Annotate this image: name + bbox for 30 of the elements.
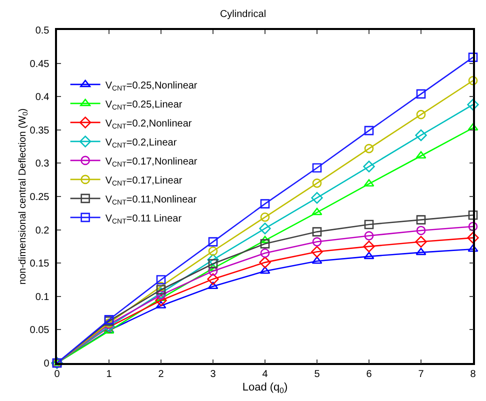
legend-label: V$_{CNT}$=0.25,Nonlinear xyxy=(105,80,198,92)
x-tick-label: 3 xyxy=(210,368,216,380)
x-tick-label: 5 xyxy=(314,368,320,380)
legend-label: V$_{CNT}$=0.2,Linear xyxy=(105,137,178,150)
y-tick-label: 0.4 xyxy=(35,92,50,104)
legend-label: V$_{CNT}$=0.11 Linear xyxy=(105,213,182,226)
x-axis-title: Load (q$_{0}$) xyxy=(242,381,288,395)
x-tick-label: 0 xyxy=(54,368,60,380)
legend-label: V$_{CNT}$=0.11,Nonlinear xyxy=(105,194,198,206)
y-tick-label: 0.3 xyxy=(35,158,50,170)
legend-label: V$_{CNT}$=0.17,Nonlinear xyxy=(105,156,198,168)
y-tick-label: 0.25 xyxy=(30,192,50,203)
legend-label: V$_{CNT}$=0.25,Linear xyxy=(105,99,183,112)
x-tick-label: 1 xyxy=(106,368,112,380)
y-tick-label: 0.1 xyxy=(35,292,50,303)
y-tick-label: 0.05 xyxy=(30,325,50,336)
x-tick-label: 2 xyxy=(158,368,164,380)
y-tick-label: 0.15 xyxy=(30,258,50,270)
x-tick-label: 8 xyxy=(470,368,476,380)
x-tick-label: 6 xyxy=(366,368,372,380)
x-tick-label: 7 xyxy=(418,368,424,380)
y-tick-label: 0.45 xyxy=(30,58,50,70)
chart-title: Cylindrical xyxy=(220,9,266,20)
y-tick-label: 0 xyxy=(44,358,50,370)
y-tick-label: 0.35 xyxy=(30,125,50,136)
legend-label: V$_{CNT}$=0.2,Nonlinear xyxy=(105,118,192,130)
y-tick-label: 0.2 xyxy=(35,225,50,236)
y-tick-label: 0.5 xyxy=(35,26,50,36)
x-tick-label: 4 xyxy=(262,368,268,380)
legend-label: V$_{CNT}$=0.17,Linear xyxy=(105,175,183,188)
